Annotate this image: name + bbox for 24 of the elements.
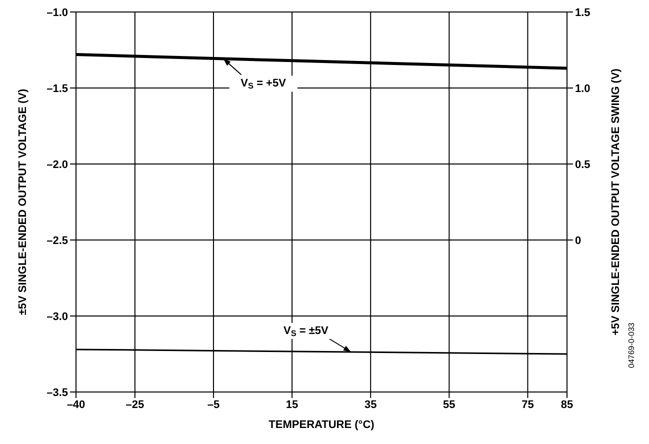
x-tick-label: –5 xyxy=(207,398,220,411)
y2-tick-label: 1.0 xyxy=(575,82,590,95)
x-tick-label: –40 xyxy=(66,398,86,411)
text: 04769-0-033 xyxy=(627,322,636,368)
y-tick-label: –2.5 xyxy=(46,234,68,247)
x-axis-title: TEMPERATURE (°C) xyxy=(268,419,375,431)
x-tick-label: –25 xyxy=(126,398,144,411)
x-tick-label: 35 xyxy=(364,398,377,411)
y2-axis-title: +5V SINGLE-ENDED OUTPUT VOLTAGE SWING (V) xyxy=(610,68,622,336)
y2-tick-label: 0.5 xyxy=(575,158,590,171)
y-tick-label: –1.5 xyxy=(46,82,68,95)
x-tick-label: 15 xyxy=(286,398,298,411)
y2-tick-label: 0 xyxy=(575,234,582,247)
y-tick-label: –3.5 xyxy=(46,386,68,399)
y-axis-title: ±5V SINGLE-ENDED OUTPUT VOLTAGE (V) xyxy=(16,88,29,316)
x-tick-label: 75 xyxy=(522,398,534,411)
y-tick-label: –2.0 xyxy=(46,158,68,171)
x-tick-label: 85 xyxy=(560,398,574,411)
y-tick-label: –1.0 xyxy=(46,6,68,19)
annotation: V$_{S}$ = ±5V xyxy=(284,324,330,338)
x-tick-label: 55 xyxy=(443,398,456,411)
y-tick-label: –3.0 xyxy=(46,310,68,323)
y2-tick-label: 1.5 xyxy=(575,6,590,19)
annotation: V$_{S}$ = +5V xyxy=(240,78,287,91)
